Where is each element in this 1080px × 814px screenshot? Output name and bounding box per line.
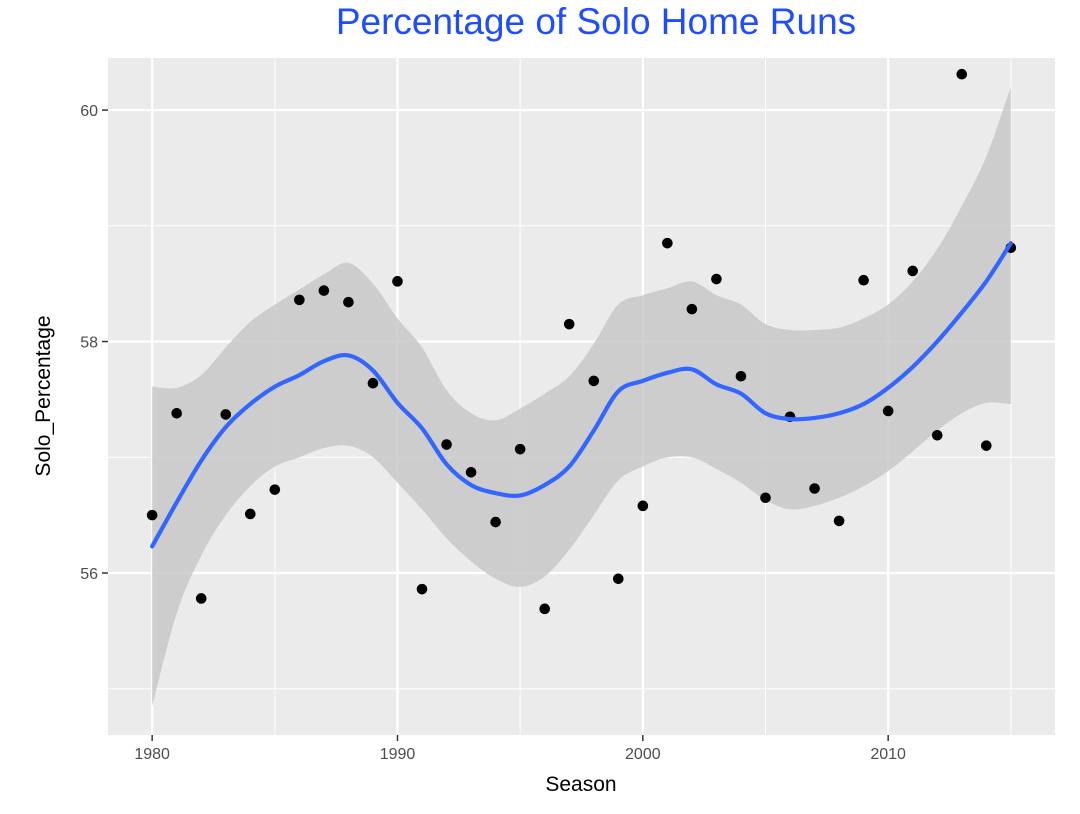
data-point [514, 443, 526, 455]
x-axis-label: Season [545, 773, 616, 796]
data-point [367, 377, 379, 389]
confidence-band [152, 86, 1011, 707]
x-tick-label: 1990 [380, 746, 416, 763]
data-point [833, 515, 845, 527]
data-point [539, 603, 550, 615]
y-axis: 56 58 60 [80, 103, 108, 583]
data-point [662, 237, 673, 249]
x-tick-label: 2010 [870, 746, 906, 763]
data-point [637, 500, 649, 512]
data-point [416, 583, 428, 595]
smooth-trend-line [150, 241, 1013, 549]
data-point [760, 492, 771, 504]
data-point [146, 509, 158, 521]
data-point [318, 285, 330, 296]
data-points [146, 68, 1017, 615]
data-point [711, 273, 722, 285]
data-point [244, 508, 256, 520]
y-tick-label: 58 [80, 335, 98, 352]
data-point [490, 516, 501, 528]
data-point [343, 296, 354, 308]
data-point [220, 409, 232, 420]
data-point [588, 375, 600, 387]
x-tick-label: 2000 [625, 746, 661, 763]
y-tick-label: 60 [80, 103, 98, 120]
data-point [882, 405, 894, 417]
x-axis: 1980 1990 2000 2010 [134, 735, 906, 763]
data-point [956, 68, 968, 80]
data-point [686, 303, 698, 315]
data-point [735, 370, 747, 382]
data-point [171, 407, 182, 419]
data-point [465, 467, 477, 478]
chart-title: Percentage of Solo Home Runs [336, 1, 856, 42]
data-point [441, 439, 452, 450]
x-tick-label: 1980 [134, 746, 170, 763]
y-axis-label: Solo_Percentage [32, 315, 55, 476]
data-point [907, 265, 919, 277]
data-point [563, 318, 575, 330]
data-point [294, 294, 305, 306]
data-point [613, 573, 624, 585]
data-point [269, 484, 281, 495]
data-point [931, 429, 943, 441]
data-point [981, 440, 992, 451]
data-point [195, 593, 207, 604]
data-point [809, 483, 820, 494]
data-point [392, 276, 403, 287]
data-point [858, 274, 869, 286]
y-tick-label: 56 [80, 566, 98, 583]
